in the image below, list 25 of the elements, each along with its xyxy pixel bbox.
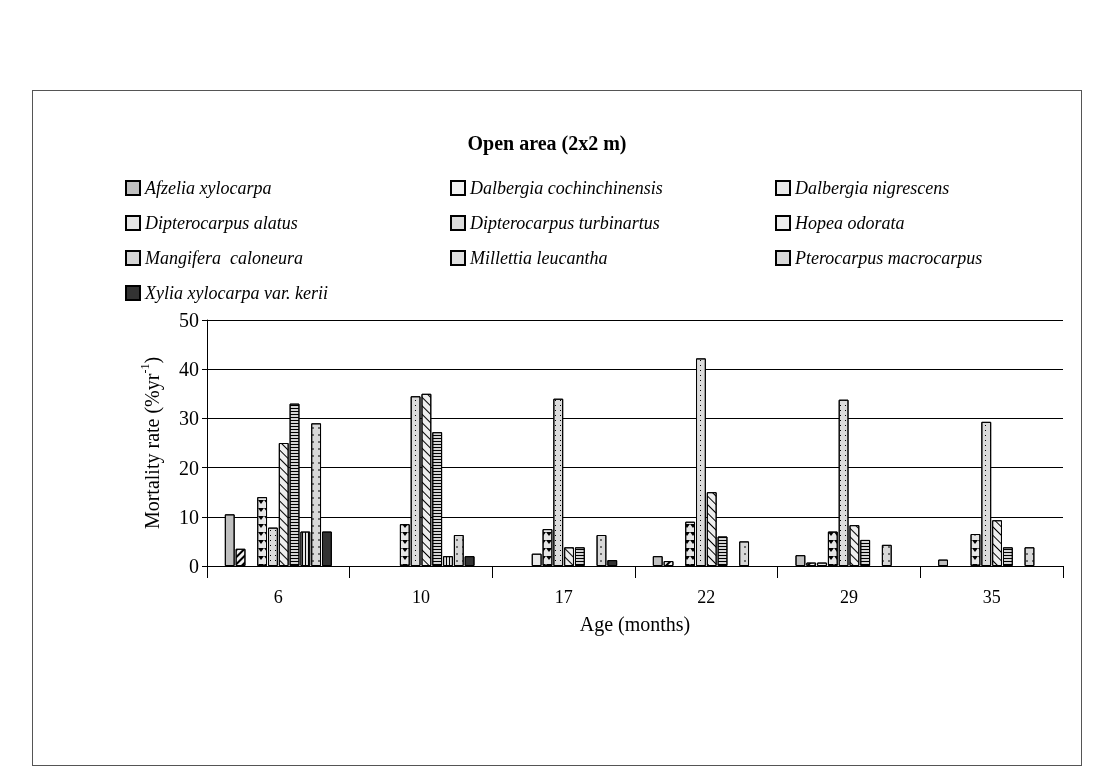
y-tick-label: 40 bbox=[179, 358, 199, 381]
legend-label: Millettia leucantha bbox=[469, 248, 608, 268]
legend-label: Pterocarpus macrocarpus bbox=[794, 248, 983, 268]
y-tick-label: 50 bbox=[179, 309, 199, 331]
x-axis-title: Age (months) bbox=[579, 613, 691, 636]
y-tick-label: 0 bbox=[189, 555, 199, 577]
chart-title: Open area (2x2 m) bbox=[467, 132, 627, 155]
x-tick-label: 6 bbox=[273, 587, 283, 607]
y-tick-label: 10 bbox=[179, 505, 199, 528]
legend-label: Dipterocarpus alatus bbox=[144, 213, 298, 233]
legend-label: Hopea odorata bbox=[794, 213, 905, 233]
legend-label: Xylia xylocarpa var. kerii bbox=[144, 283, 328, 303]
legend-label: Mangifera caloneura bbox=[144, 248, 303, 268]
legend-label: Dalbergia nigrescens bbox=[794, 178, 950, 198]
y-tick-label: 20 bbox=[179, 456, 199, 479]
x-tick-label: 10 bbox=[412, 587, 430, 607]
x-tick-label: 17 bbox=[554, 587, 573, 607]
y-axis-title: Mortality rate (%yr-1) bbox=[138, 356, 164, 530]
legend-label: Dalbergia cochinchinensis bbox=[469, 178, 663, 198]
y-tick-label: 30 bbox=[179, 407, 199, 430]
legend-label: Afzelia xylocarpa bbox=[144, 178, 272, 198]
x-tick-label: 35 bbox=[982, 587, 1001, 607]
legend-label: Dipterocarpus turbinartus bbox=[469, 213, 660, 233]
x-tick-label: 29 bbox=[840, 587, 858, 607]
x-tick-label: 22 bbox=[697, 587, 716, 607]
